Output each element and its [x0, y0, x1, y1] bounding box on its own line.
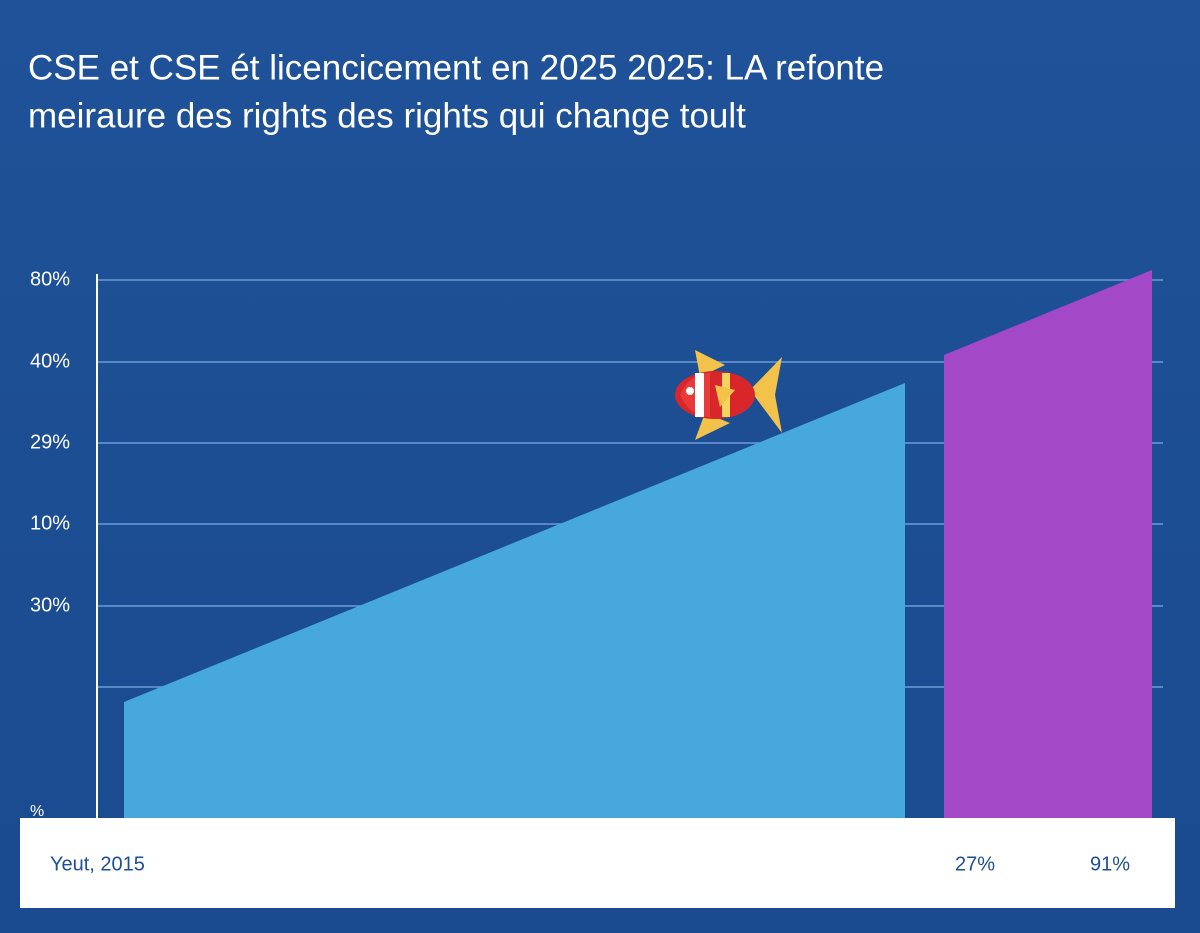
y-label: 30% — [30, 594, 70, 616]
footer-label: Yeut, 2015 — [50, 853, 145, 875]
y-label: % — [30, 803, 44, 820]
blue-area — [124, 383, 905, 818]
footer-label: 91% — [1090, 853, 1130, 875]
y-label: 10% — [30, 512, 70, 534]
title-line: CSE et CSE ét licencicement en 2025 2025… — [28, 48, 884, 87]
y-labels: 80% 40% 29% 10% 30%% — [30, 268, 70, 820]
footer-label: 27% — [955, 853, 995, 875]
y-label: 40% — [30, 350, 70, 372]
title-line: meiraure des rights des rights qui chang… — [28, 96, 746, 135]
y-label: 29% — [30, 431, 70, 453]
fish-icon — [675, 350, 782, 440]
purple-area — [944, 270, 1152, 818]
footer-panel — [20, 818, 1175, 908]
y-label: 80% — [30, 268, 70, 290]
